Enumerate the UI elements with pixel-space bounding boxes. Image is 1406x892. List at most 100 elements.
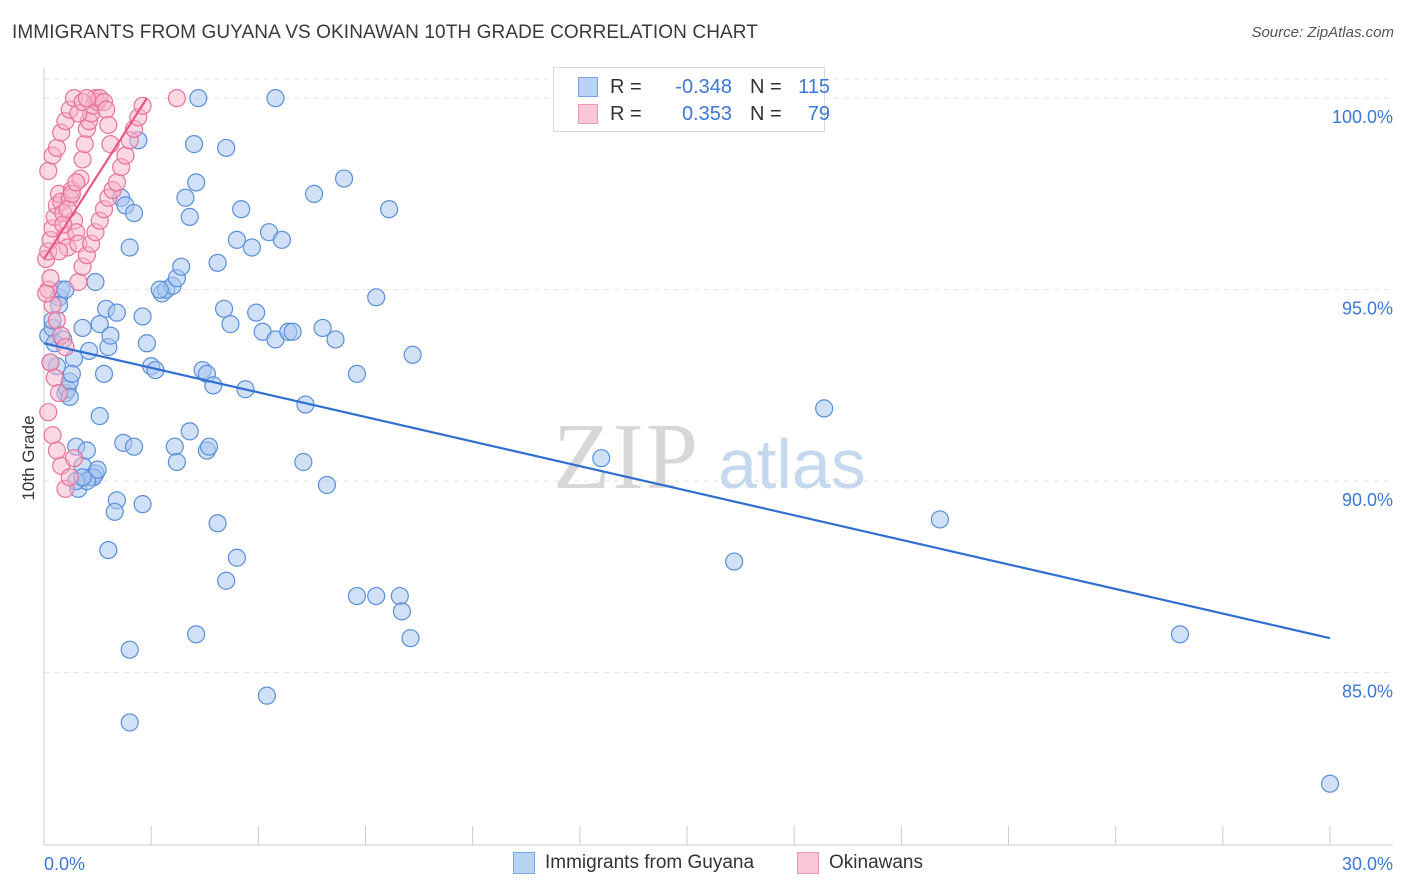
guyana-point: [120, 713, 139, 732]
y-tick-label: 100.0%: [1332, 107, 1393, 127]
guyana-point: [317, 475, 337, 495]
guyana-point: [266, 89, 285, 108]
guyana-point: [392, 602, 412, 621]
guyana-point: [187, 625, 206, 644]
legend-n-value: 115: [798, 75, 830, 98]
guyana-point: [124, 437, 144, 456]
x-ticks: [43, 826, 1331, 845]
guyana-point: [1170, 625, 1190, 644]
guyana-point: [283, 322, 302, 341]
legend-row-okinawan: R = 0.353 N = 79: [578, 101, 830, 127]
guyana-point: [62, 364, 81, 384]
guyana-point: [101, 326, 120, 345]
guyana-point: [294, 452, 313, 472]
guyana-point: [232, 200, 251, 219]
guyana-point: [257, 686, 277, 705]
watermark-atlas: atlas: [718, 425, 866, 503]
okinawan-point: [47, 441, 66, 460]
guyana-point: [208, 253, 227, 272]
guyana-point: [99, 540, 118, 560]
guyana-point: [150, 280, 169, 299]
guyana-point: [403, 345, 422, 364]
guyana-point: [199, 437, 219, 456]
chart-title: IMMIGRANTS FROM GUYANA VS OKINAWAN 10TH …: [12, 22, 758, 43]
okinawan-point: [97, 100, 116, 119]
legend-swatch-blue: [578, 77, 598, 97]
guyana-point: [390, 586, 409, 606]
okinawan-point: [60, 468, 79, 487]
series-legend: Immigrants from Guyana Okinawans: [0, 852, 1406, 878]
guyana-point: [79, 341, 99, 361]
guyana-point: [217, 571, 236, 590]
guyana-point: [187, 173, 206, 192]
guyana-point: [120, 640, 139, 659]
guyana-point: [272, 230, 292, 249]
guyana-point: [133, 307, 152, 326]
trend-lines: [43, 97, 1331, 640]
okinawan-point: [47, 138, 66, 158]
okinawan-point: [39, 403, 58, 422]
okinawan-point: [64, 449, 84, 468]
guyana-point: [401, 629, 420, 648]
legend-item-okinawan: Okinawans: [797, 852, 923, 874]
okinawan-point: [116, 146, 135, 165]
guyana-point: [221, 315, 240, 334]
okinawan-point: [49, 242, 69, 261]
guyana-point: [379, 200, 399, 219]
guyana-point: [73, 318, 92, 338]
guyana-point: [347, 364, 367, 384]
legend-swatch-pink: [797, 852, 819, 874]
gridlines: [44, 78, 1393, 674]
guyana-point: [133, 495, 152, 514]
y-tick-label: 85.0%: [1342, 682, 1393, 702]
guyana-point: [367, 288, 386, 307]
okinawan-point: [49, 383, 69, 403]
legend-r-label: R =: [610, 102, 642, 125]
okinawan-point: [67, 173, 86, 192]
legend-row-guyana: R = -0.348 N = 115: [578, 74, 830, 100]
okinawan-point: [73, 150, 92, 169]
okinawan-point: [41, 269, 60, 288]
legend-n-value: 79: [807, 102, 830, 125]
guyana-point: [105, 502, 124, 521]
legend-n-label: N =: [750, 75, 782, 98]
guyana-point: [172, 257, 191, 276]
okinawan-point: [77, 89, 96, 108]
guyana-points: [39, 89, 1340, 793]
guyana-point: [189, 89, 208, 108]
legend-n-label: N =: [750, 102, 782, 125]
guyana-point: [86, 272, 105, 292]
guyana-point: [815, 399, 834, 418]
okinawan-point: [37, 284, 56, 303]
guyana-point: [227, 548, 246, 567]
guyana-point: [180, 207, 199, 226]
okinawan-point: [69, 272, 88, 292]
okinawan-point: [45, 368, 64, 387]
guyana-point: [313, 318, 332, 338]
guyana-point: [184, 135, 204, 154]
guyana-point: [227, 230, 246, 249]
legend-swatch-blue: [513, 852, 535, 874]
watermark-zip: ZIP: [553, 405, 700, 509]
okinawan-point: [47, 311, 66, 330]
x-tick-label-min: 0.0%: [44, 854, 85, 874]
guyana-point: [304, 184, 324, 203]
okinawan-point: [99, 115, 118, 135]
okinawan-point: [58, 200, 77, 219]
guyana-point: [217, 138, 236, 158]
okinawan-point: [39, 161, 58, 181]
guyana-point: [208, 514, 227, 533]
stats-legend: R = -0.348 N = 115 R = 0.353 N = 79: [553, 67, 830, 132]
guyana-point: [214, 299, 234, 318]
y-axis-label: 10th Grade: [19, 415, 38, 500]
okinawan-trend-line: [43, 97, 148, 260]
guyana-point: [1320, 774, 1340, 793]
guyana-point: [90, 406, 109, 426]
guyana-point: [347, 586, 367, 606]
guyana-point: [120, 238, 139, 257]
guyana-point: [326, 330, 345, 349]
guyana-point: [367, 586, 386, 606]
guyana-point: [90, 315, 109, 334]
guyana-point: [88, 460, 107, 479]
